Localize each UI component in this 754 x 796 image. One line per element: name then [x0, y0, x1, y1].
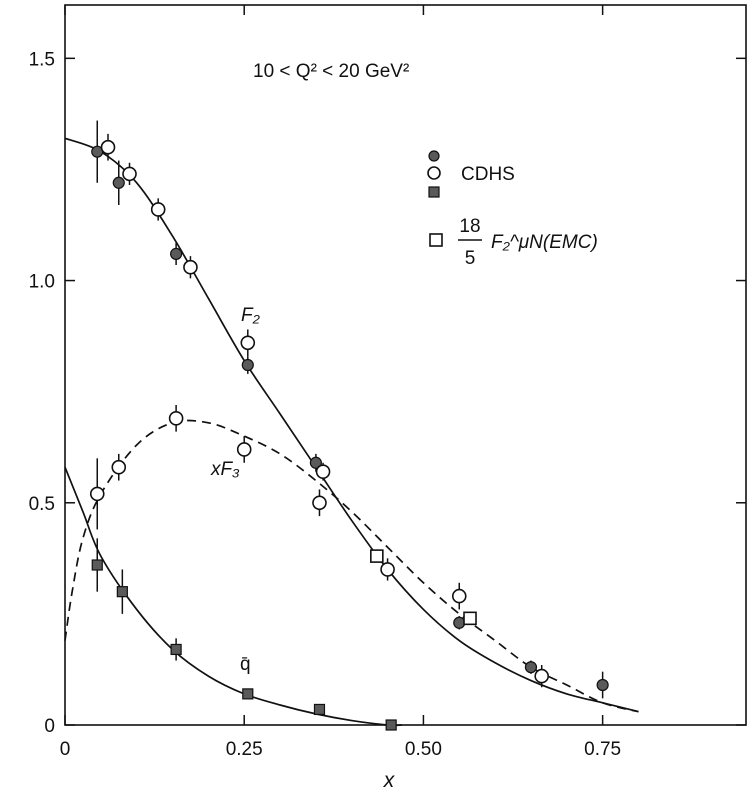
qbar-data-point — [242, 688, 254, 700]
x-tick-label: 0 — [60, 739, 71, 760]
x-axis-label: x — [383, 769, 396, 792]
xf3-data-point — [168, 411, 184, 426]
qbar-curve — [64, 466, 402, 727]
f2-data-point — [596, 678, 609, 692]
emc-data-point — [463, 611, 477, 626]
xf3-data-point — [122, 166, 137, 182]
qbar-data-point — [116, 586, 128, 598]
emc-data-point — [370, 549, 384, 563]
y-tick-label: 0 — [44, 716, 55, 737]
xf3-curve — [64, 419, 639, 713]
xf3-data-point — [451, 588, 467, 604]
legend-open-square-marker — [429, 233, 443, 247]
f2-curve — [64, 137, 639, 713]
data-points — [89, 120, 609, 731]
y-tick-label: 1.5 — [29, 49, 55, 70]
legend-emc-denominator: 5 — [465, 248, 476, 269]
xf3-data-point — [100, 139, 116, 155]
legend-emc-numerator: 18 — [459, 216, 480, 237]
qbar-data-point — [313, 703, 326, 716]
legend-cdhs-label: CDHS — [461, 164, 515, 185]
xf3-data-point — [111, 459, 127, 475]
xf3-data-point — [380, 562, 395, 577]
qbar-data-point — [170, 643, 182, 656]
legend-filled-square-marker — [428, 186, 440, 198]
x-tick-label: 0.75 — [584, 739, 621, 760]
legend-emc-label: F₂^μN(EMC) — [491, 232, 598, 253]
plot-frame — [64, 4, 747, 726]
legend: CDHS 18 5 F₂^μN(EMC) — [427, 150, 598, 269]
xf3-data-point — [183, 259, 198, 275]
f2-data-point — [524, 661, 538, 674]
legend-filled-circle-marker — [428, 150, 440, 162]
q2-range-annotation: 10 < Q² < 20 GeV² — [253, 61, 409, 82]
xf3-data-point — [236, 442, 252, 457]
qbar-curve-label: q̄ — [240, 654, 251, 675]
f2-data-point — [112, 176, 125, 189]
xf3-data-point — [150, 202, 166, 217]
x-tick-label: 0.25 — [226, 739, 263, 760]
qbar-data-point — [91, 559, 103, 571]
f2-data-point — [170, 247, 183, 260]
xf3-data-point — [240, 335, 256, 351]
f2-data-point — [453, 616, 466, 629]
y-tick-label: 1.0 — [29, 272, 55, 293]
y-tick-label: 0.5 — [29, 494, 55, 515]
f2-data-point — [309, 456, 322, 469]
f2-data-point — [241, 358, 254, 372]
qbar-data-point — [385, 719, 397, 731]
xf3-data-point — [315, 464, 331, 479]
f2-curve-label: F₂ — [241, 305, 261, 326]
legend-open-circle-marker — [427, 166, 441, 180]
xf3-data-point — [312, 495, 327, 511]
axis-ticks: 0 0.25 0.50 0.75 0 0.5 1.0 1.5 — [29, 5, 746, 760]
xf3-data-point — [89, 486, 105, 502]
fit-curves — [64, 137, 639, 727]
xf3-data-point — [534, 668, 550, 684]
x-tick-label: 0.50 — [405, 739, 442, 760]
xf3-curve-label: xF₃ — [210, 459, 240, 480]
